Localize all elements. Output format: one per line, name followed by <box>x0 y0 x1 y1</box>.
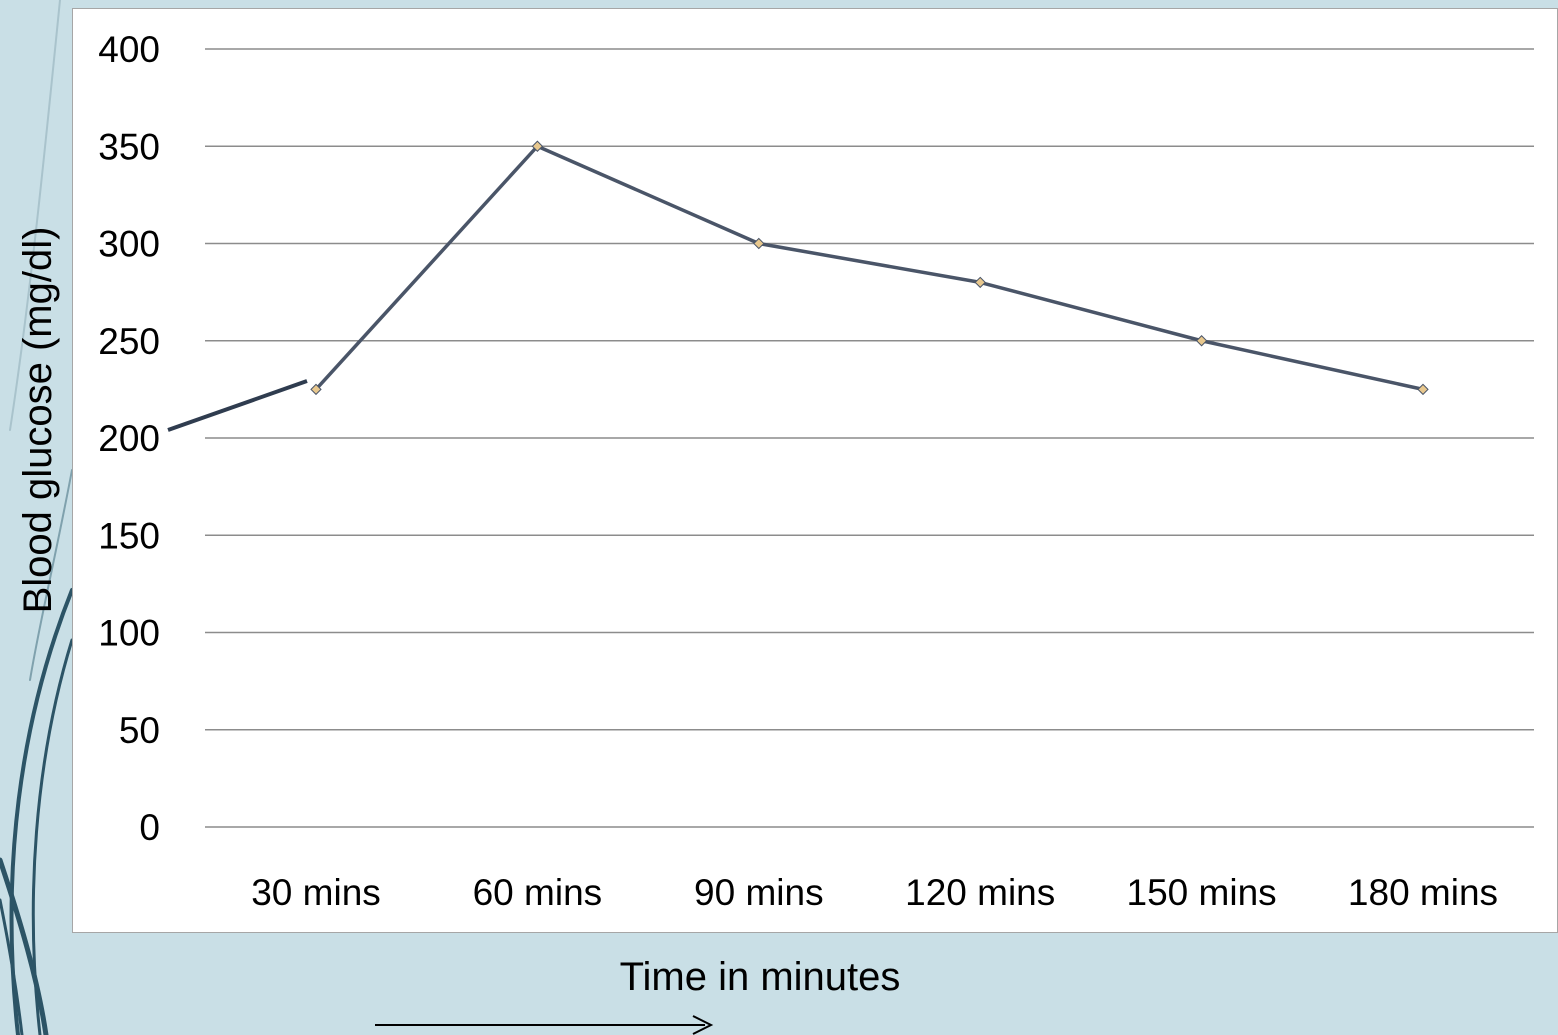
series-line <box>314 144 1424 392</box>
x-axis-title: Time in minutes <box>620 955 901 999</box>
x-tick-label: 30 mins <box>251 872 381 913</box>
decorative-curves <box>0 0 74 1035</box>
x-axis-tick-labels: 30 mins 60 mins 90 mins 120 mins 150 mins 180… <box>251 872 1498 913</box>
data-markers <box>310 140 1429 396</box>
data-point-marker <box>310 383 322 396</box>
y-tick-label: 50 <box>119 710 160 751</box>
y-tick-label: 250 <box>98 321 160 362</box>
gridlines <box>205 48 1534 828</box>
y-tick-label: 100 <box>98 613 160 654</box>
x-tick-label: 150 mins <box>1127 872 1277 913</box>
y-tick-label: 350 <box>98 126 160 167</box>
data-point-marker <box>974 276 986 289</box>
data-point-marker <box>531 140 544 152</box>
data-point-marker <box>1417 383 1429 396</box>
y-tick-label: 150 <box>98 515 160 556</box>
chart-area <box>72 8 1558 933</box>
data-point-marker <box>1195 335 1208 347</box>
direction-arrow-head <box>692 1015 714 1035</box>
y-tick-label: 400 <box>98 29 160 70</box>
x-tick-label: 60 mins <box>473 872 603 913</box>
y-axis-tick-labels: 0 50 100 150 200 250 300 350 400 <box>98 29 160 848</box>
x-tick-label: 120 mins <box>905 872 1055 913</box>
y-tick-label: 200 <box>98 418 160 459</box>
series-polyline <box>314 144 1424 392</box>
y-tick-label: 0 <box>139 807 160 848</box>
data-point-marker <box>753 237 765 250</box>
y-tick-label: 300 <box>98 224 160 265</box>
pointer-line <box>167 379 308 432</box>
x-tick-label: 180 mins <box>1348 872 1498 913</box>
y-axis-title: Blood glucose (mg/dl) <box>16 227 60 614</box>
x-tick-label: 90 mins <box>694 872 824 913</box>
